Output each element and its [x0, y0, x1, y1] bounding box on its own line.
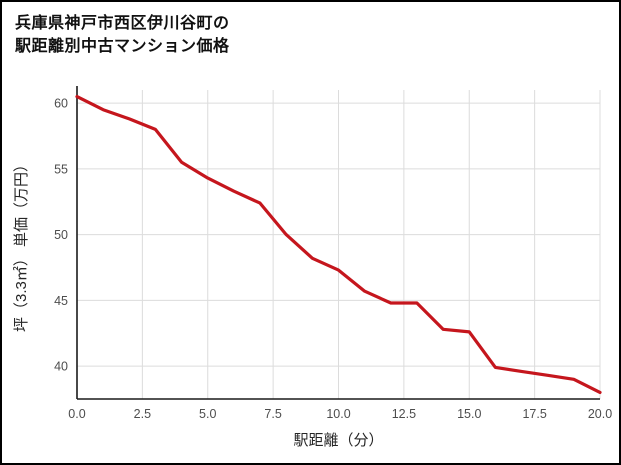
x-tick-label: 7.5 [264, 407, 281, 421]
chart-title-line2: 駅距離別中古マンション価格 [15, 38, 230, 56]
y-tick-label: 50 [54, 228, 68, 242]
y-tick-label: 55 [54, 162, 68, 176]
x-tick-label: 20.0 [588, 407, 612, 421]
x-tick-label: 5.0 [199, 407, 216, 421]
x-tick-label: 10.0 [326, 407, 350, 421]
x-tick-label: 12.5 [392, 407, 416, 421]
x-axis-label: 駅距離（分） [293, 431, 383, 449]
x-tick-label: 15.0 [457, 407, 481, 421]
y-tick-label: 45 [54, 294, 68, 308]
price-series-line [75, 94, 602, 394]
chart-title-line1: 兵庫県神戸市西区伊川谷町の [15, 15, 230, 32]
y-tick-label: 40 [54, 360, 68, 374]
x-tick-label: 2.5 [134, 407, 151, 421]
x-tick-label: 17.5 [522, 407, 546, 421]
x-tick-label: 0.0 [68, 407, 85, 421]
y-axis-label: 坪（3.3㎡） 単価（万円） [13, 157, 30, 332]
y-tick-label: 60 [54, 97, 68, 111]
chart-title: 兵庫県神戸市西区伊川谷町の 駅距離別中古マンション価格 [15, 12, 230, 58]
